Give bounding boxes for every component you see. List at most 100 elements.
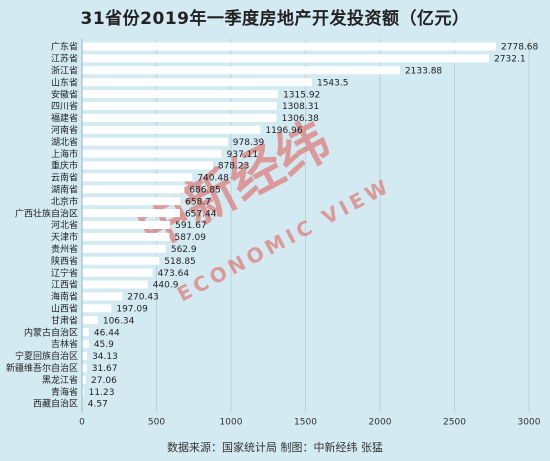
category-label: 吉林省 [51, 338, 78, 350]
bar [82, 78, 312, 87]
category-label: 青海省 [51, 386, 78, 398]
value-label: 27.06 [91, 376, 117, 386]
bar [82, 173, 193, 182]
x-tick-label: 1500 [294, 417, 317, 427]
bar [82, 113, 277, 122]
category-label: 河南省 [51, 124, 78, 136]
source-note: 数据来源：国家统计局 制图：中新经纬 张猛 [167, 441, 383, 454]
value-label: 34.13 [92, 352, 118, 362]
value-label: 937.11 [227, 150, 259, 160]
value-label: 197.09 [116, 305, 148, 315]
bar [82, 149, 222, 158]
category-label: 河北省 [51, 219, 78, 231]
bar [82, 351, 88, 360]
category-label: 云南省 [51, 172, 78, 184]
value-label: 1315.92 [283, 90, 320, 100]
x-tick-label: 2000 [369, 417, 392, 427]
category-label: 江苏省 [51, 53, 78, 65]
category-label: 海南省 [51, 291, 78, 303]
x-axis-ticks: 0 500 1000 1500 2000 2500 3000 [79, 417, 541, 427]
category-label: 四川省 [51, 100, 78, 112]
value-label: 106.34 [103, 316, 135, 326]
value-label: 45.9 [94, 340, 114, 350]
value-label: 270.43 [127, 293, 159, 303]
bar [82, 304, 112, 313]
value-label: 878.23 [218, 162, 250, 172]
bar [82, 42, 497, 51]
category-label: 湖南省 [51, 184, 78, 196]
bar [82, 54, 490, 63]
value-label: 46.44 [94, 328, 120, 338]
category-label: 山西省 [51, 303, 78, 315]
value-label: 11.23 [89, 388, 115, 398]
value-label: 1543.5 [317, 78, 349, 88]
bar [82, 292, 123, 301]
value-label: 1308.31 [282, 102, 319, 112]
category-label: 内蒙古自治区 [24, 326, 78, 338]
bar [82, 90, 279, 99]
bar [82, 340, 89, 348]
category-label: 甘肃省 [51, 314, 78, 326]
value-label: 1196.96 [265, 126, 302, 136]
category-labels: 广东省江苏省浙江省山东省安徽省四川省福建省河南省湖北省上海市重庆市云南省湖南省北… [6, 41, 78, 410]
bar [82, 363, 87, 372]
value-label: 31.67 [92, 364, 118, 374]
category-label: 重庆市 [51, 160, 78, 172]
category-label: 贵州省 [51, 243, 78, 255]
bar [82, 185, 185, 194]
category-label: 福建省 [51, 112, 78, 124]
value-label: 440.9 [153, 281, 179, 291]
value-label: 562.9 [171, 245, 197, 255]
bar [82, 197, 181, 206]
value-label: 518.85 [164, 257, 196, 267]
bar [82, 268, 153, 277]
bar [82, 221, 171, 229]
bar [82, 375, 87, 384]
bar [82, 232, 170, 241]
bar [82, 137, 228, 146]
value-labels: 2778.68 2732.1 2133.88 1543.5 1315.92 1308.31… [88, 43, 539, 410]
category-label: 西藏自治区 [33, 398, 78, 410]
category-label: 天津市 [51, 231, 78, 243]
value-label: 1306.38 [282, 114, 319, 124]
category-label: 陕西省 [51, 255, 78, 267]
bar [82, 316, 98, 325]
bars [82, 42, 497, 408]
x-tick-label: 500 [148, 417, 165, 427]
value-label: 591.67 [175, 221, 207, 231]
bar [82, 209, 180, 218]
x-tick-label: 1000 [220, 417, 243, 427]
category-label: 广东省 [51, 41, 78, 53]
category-label: 山东省 [51, 76, 78, 88]
bar [82, 244, 166, 253]
bar [82, 161, 213, 170]
bar [82, 66, 400, 75]
category-label: 湖北省 [51, 136, 78, 148]
value-label: 587.09 [174, 233, 206, 243]
bar [82, 125, 261, 134]
bar [82, 387, 84, 396]
category-label: 江西省 [51, 279, 78, 291]
category-label: 北京市 [51, 195, 78, 207]
x-tick-label: 2500 [443, 417, 466, 427]
value-label: 740.48 [197, 174, 229, 184]
category-label: 宁夏回族自治区 [15, 350, 78, 362]
x-tick-label: 3000 [518, 417, 541, 427]
category-label: 新疆维吾尔自治区 [6, 362, 78, 374]
bar [82, 102, 277, 110]
category-label: 黑龙江省 [42, 374, 78, 386]
value-label: 658.7 [185, 197, 211, 207]
value-label: 4.57 [88, 400, 108, 410]
value-label: 473.64 [158, 269, 190, 279]
value-label: 978.39 [233, 138, 265, 148]
category-label: 浙江省 [51, 65, 78, 77]
category-label: 上海市 [51, 148, 78, 160]
value-label: 686.85 [189, 186, 221, 196]
chart-title: 31省份2019年一季度房地产开发投资额（亿元） [80, 9, 470, 29]
category-label: 广西壮族自治区 [15, 207, 78, 219]
value-label: 2778.68 [501, 43, 538, 53]
x-tick-label: 0 [79, 417, 85, 427]
bar [82, 280, 148, 289]
bar [82, 256, 160, 265]
